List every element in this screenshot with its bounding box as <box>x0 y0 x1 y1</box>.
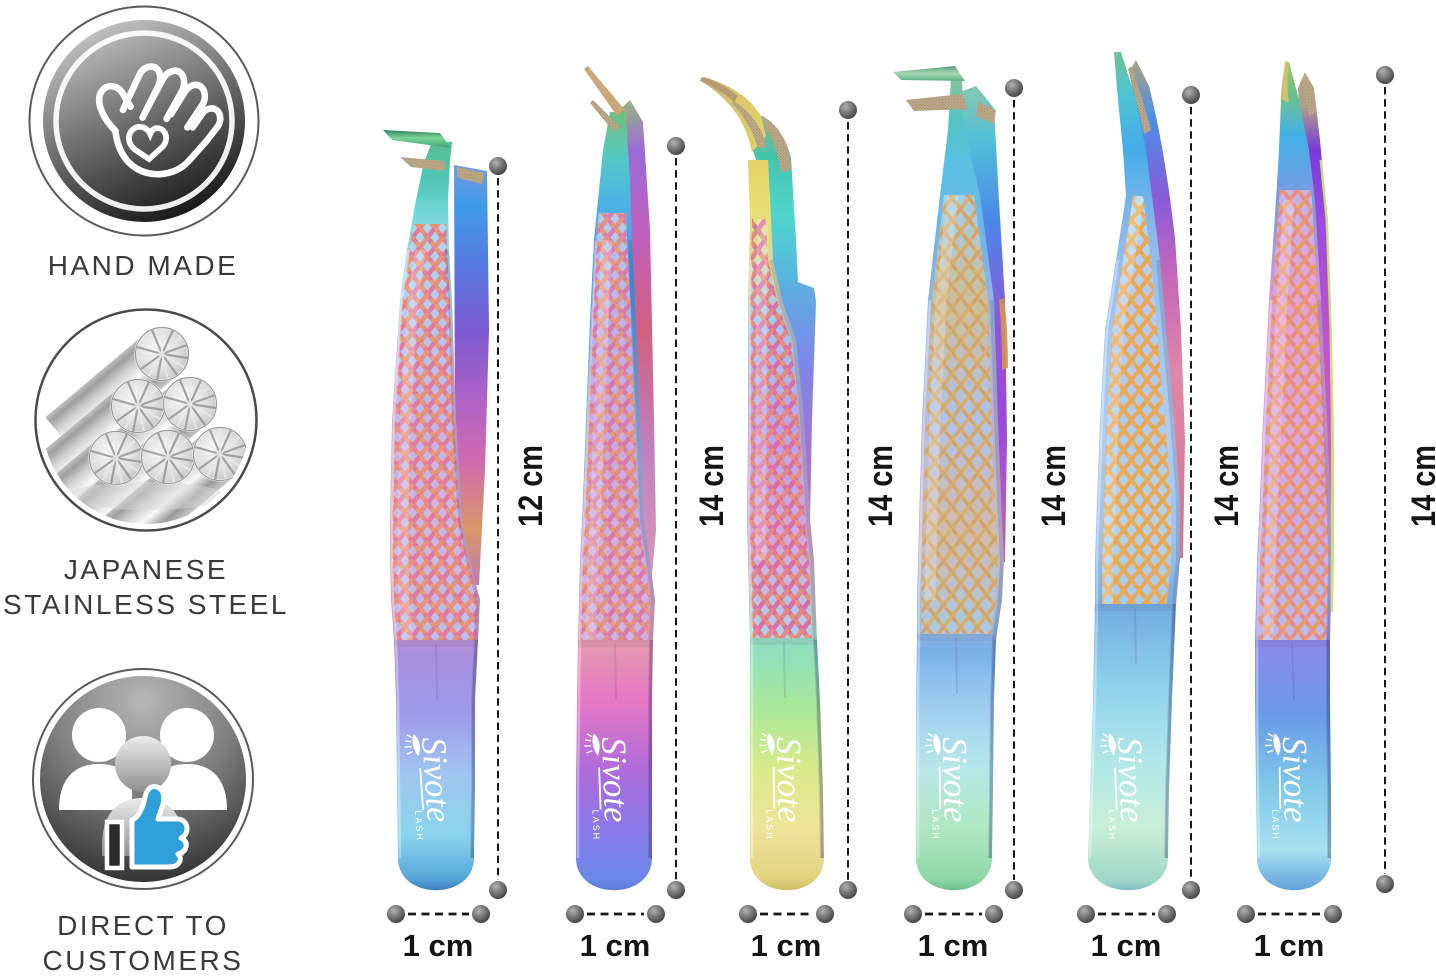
svg-text:LASH: LASH <box>413 810 425 842</box>
svg-text:LASH: LASH <box>764 809 775 841</box>
svg-text:LASH: LASH <box>930 809 941 841</box>
svg-text:LASH: LASH <box>1270 809 1281 841</box>
svg-text:LASH: LASH <box>591 809 602 841</box>
svg-text:LASH: LASH <box>1107 809 1118 841</box>
svg-text:Sivote: Sivote <box>769 737 809 823</box>
svg-text:Sivote: Sivote <box>935 737 975 823</box>
svg-text:Sivote: Sivote <box>1275 737 1315 823</box>
